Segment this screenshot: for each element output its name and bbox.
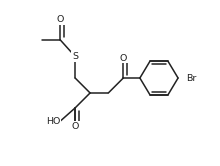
Text: Br: Br [186,74,197,83]
Text: S: S [72,52,78,61]
Text: O: O [120,54,127,63]
Text: O: O [72,122,79,131]
Text: HO: HO [46,117,60,126]
Text: O: O [57,15,64,24]
